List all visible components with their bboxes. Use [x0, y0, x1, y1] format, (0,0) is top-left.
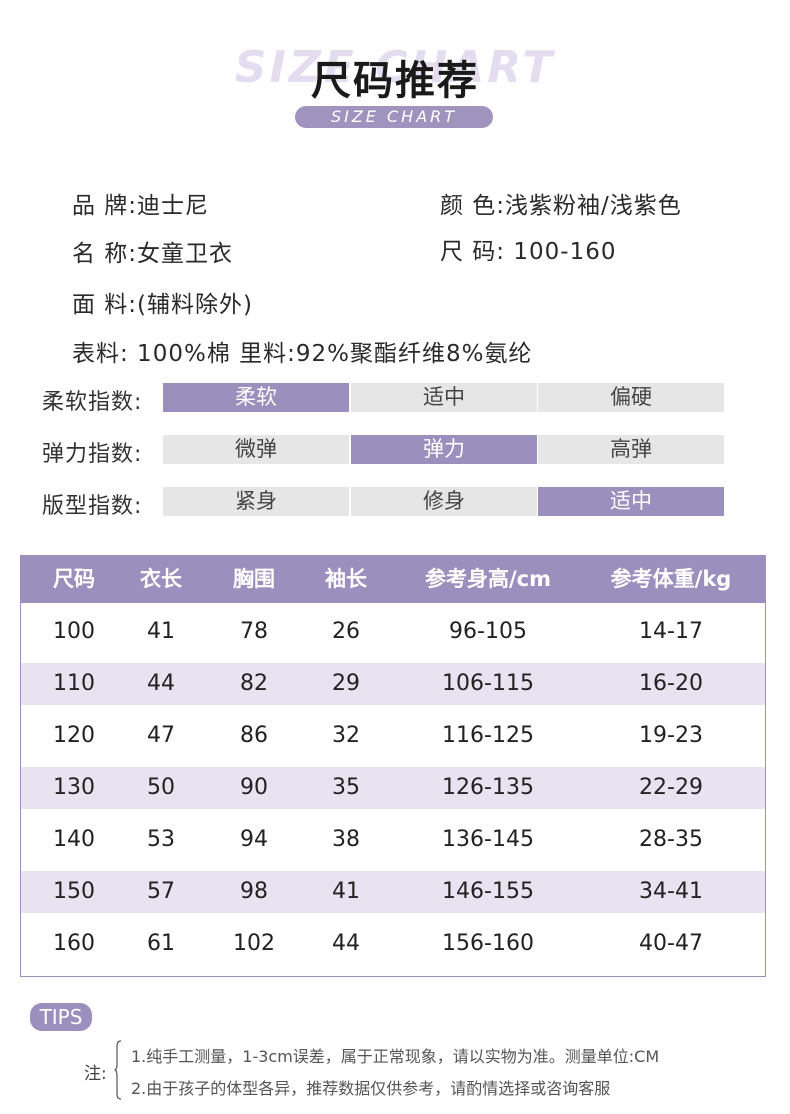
table-cell: 22-29: [639, 775, 703, 800]
size-chart-pill: SIZE CHART: [295, 106, 493, 128]
info-fabric: 面 料:(辅料除外): [72, 292, 254, 318]
tips-badge: TIPS: [30, 1003, 92, 1031]
table-cell: 86: [240, 723, 268, 748]
table-cell: 78: [240, 619, 268, 644]
table-cell: 16-20: [639, 671, 703, 696]
page-title: 尺码推荐: [311, 58, 479, 104]
index-option: 紧身: [163, 487, 349, 516]
table-cell: 61: [147, 931, 175, 956]
table-cell: 150: [53, 879, 95, 904]
index-label: 柔软指数:: [42, 390, 143, 415]
table-cell: 53: [147, 827, 175, 852]
brace-icon: [114, 1040, 122, 1100]
table-cell: 130: [53, 775, 95, 800]
table-cell: 140: [53, 827, 95, 852]
index-label: 弹力指数:: [42, 442, 143, 467]
table-cell: 35: [332, 775, 360, 800]
index-option: 柔软: [163, 383, 349, 412]
table-header-cell: 尺码: [53, 567, 95, 591]
table-cell: 96-105: [449, 619, 527, 644]
index-option: 修身: [351, 487, 537, 516]
table-row: 130 50 90 35 126-135 22-29: [21, 767, 765, 809]
table-row: 160 61 102 44 156-160 40-47: [21, 923, 765, 965]
table-header-cell: 参考身高/cm: [425, 567, 551, 591]
table-header: 尺码 衣长 胸围 袖长 参考身高/cm 参考体重/kg: [21, 556, 765, 603]
info-color: 颜 色:浅紫粉袖/浅紫色: [440, 193, 682, 219]
table-cell: 28-35: [639, 827, 703, 852]
table-cell: 41: [332, 879, 360, 904]
table-cell: 40-47: [639, 931, 703, 956]
table-row: 110 44 82 29 106-115 16-20: [21, 663, 765, 705]
table-cell: 98: [240, 879, 268, 904]
table-cell: 100: [53, 619, 95, 644]
table-header-cell: 袖长: [325, 567, 367, 591]
table-cell: 14-17: [639, 619, 703, 644]
index-option: 弹力: [351, 435, 537, 464]
table-cell: 50: [147, 775, 175, 800]
table-cell: 160: [53, 931, 95, 956]
table-cell: 34-41: [639, 879, 703, 904]
table-row: 100 41 78 26 96-105 14-17: [21, 611, 765, 653]
info-material: 表料: 100%棉 里料:92%聚酯纤维8%氨纶: [72, 341, 533, 367]
note-line-1: 1.纯手工测量，1-3cm误差，属于正常现象，请以实物为准。测量单位:CM: [131, 1047, 660, 1066]
table-cell: 156-160: [442, 931, 534, 956]
table-header-cell: 衣长: [140, 567, 182, 591]
info-name: 名 称:女童卫衣: [72, 241, 234, 267]
info-brand: 品 牌:迪士尼: [72, 193, 210, 219]
table-cell: 136-145: [442, 827, 534, 852]
index-option: 微弹: [163, 435, 349, 464]
table-cell: 47: [147, 723, 175, 748]
table-cell: 57: [147, 879, 175, 904]
table-cell: 26: [332, 619, 360, 644]
table-cell: 82: [240, 671, 268, 696]
table-cell: 120: [53, 723, 95, 748]
table-row: 140 53 94 38 136-145 28-35: [21, 819, 765, 861]
note-label: 注:: [84, 1064, 107, 1084]
table-cell: 90: [240, 775, 268, 800]
table-cell: 116-125: [442, 723, 534, 748]
table-cell: 32: [332, 723, 360, 748]
size-table: 尺码 衣长 胸围 袖长 参考身高/cm 参考体重/kg 100 41 78 26 96-105 14…: [20, 555, 766, 977]
info-size: 尺 码: 100-160: [440, 239, 617, 265]
note-line-2: 2.由于孩子的体型各异，推荐数据仅供参考，请酌情选择或咨询客服: [131, 1079, 611, 1098]
header-background-text: SIZE CHART: [234, 42, 556, 93]
table-row: 120 47 86 32 116-125 19-23: [21, 715, 765, 757]
table-header-cell: 胸围: [233, 567, 275, 591]
table-row: 150 57 98 41 146-155 34-41: [21, 871, 765, 913]
table-cell: 29: [332, 671, 360, 696]
table-cell: 106-115: [442, 671, 534, 696]
table-cell: 126-135: [442, 775, 534, 800]
table-cell: 102: [233, 931, 275, 956]
table-cell: 44: [147, 671, 175, 696]
table-cell: 38: [332, 827, 360, 852]
table-cell: 44: [332, 931, 360, 956]
index-option: 高弹: [538, 435, 724, 464]
index-label: 版型指数:: [42, 494, 143, 519]
index-option: 适中: [538, 487, 724, 516]
index-option: 适中: [351, 383, 537, 412]
table-cell: 19-23: [639, 723, 703, 748]
table-header-cell: 参考体重/kg: [610, 567, 732, 591]
table-cell: 110: [53, 671, 95, 696]
table-cell: 146-155: [442, 879, 534, 904]
table-cell: 94: [240, 827, 268, 852]
index-option: 偏硬: [538, 383, 724, 412]
table-cell: 41: [147, 619, 175, 644]
